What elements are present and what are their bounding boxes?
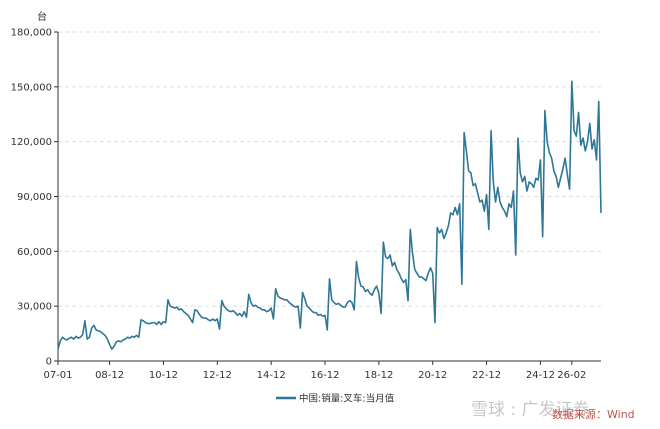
x-tick-label: 16-12 [310, 370, 339, 381]
watermark-text: 雪球 : 广发证券 [471, 400, 590, 420]
x-axis: 07-01 08-12 10-12 12-12 14-12 16-12 18-12 20-12… [43, 360, 601, 381]
watermark: 雪球 : 广发证券 [471, 400, 590, 420]
series-line [57, 80, 602, 350]
y-tick-label: 30,000 [17, 302, 52, 313]
x-tick-label: 22-12 [472, 370, 501, 381]
y-tick-label: 150,000 [11, 82, 52, 93]
y-tick-label: 120,000 [11, 137, 52, 148]
x-tick-label: 26-02 [557, 370, 586, 381]
x-tick-label: 10-12 [149, 370, 178, 381]
x-tick-label: 07-01 [43, 370, 72, 381]
y-axis: 0 30,000 60,000 90,000 120,000 150,000 180,000 [11, 28, 59, 368]
legend-label: 中国:销量:叉车:当月值 [299, 393, 395, 405]
series-group [57, 80, 602, 350]
y-axis-unit-label: 台 [37, 10, 47, 23]
y-tick-label: 60,000 [17, 247, 52, 258]
legend[interactable]: 中国:销量:叉车:当月值 [276, 393, 395, 405]
y-tick-label: 90,000 [17, 192, 52, 203]
x-tick-label: 08-12 [95, 370, 124, 381]
x-tick-label: 18-12 [364, 370, 393, 381]
x-tick-label: 12-12 [203, 370, 232, 381]
y-tick-label: 0 [46, 357, 52, 368]
x-tick-label: 14-12 [257, 370, 286, 381]
y-tick-label: 180,000 [11, 28, 52, 39]
data-source-label: 数据来源：Wind [552, 407, 635, 421]
x-tick-label: 20-12 [418, 370, 447, 381]
x-tick-label: 24-12 [526, 370, 555, 381]
